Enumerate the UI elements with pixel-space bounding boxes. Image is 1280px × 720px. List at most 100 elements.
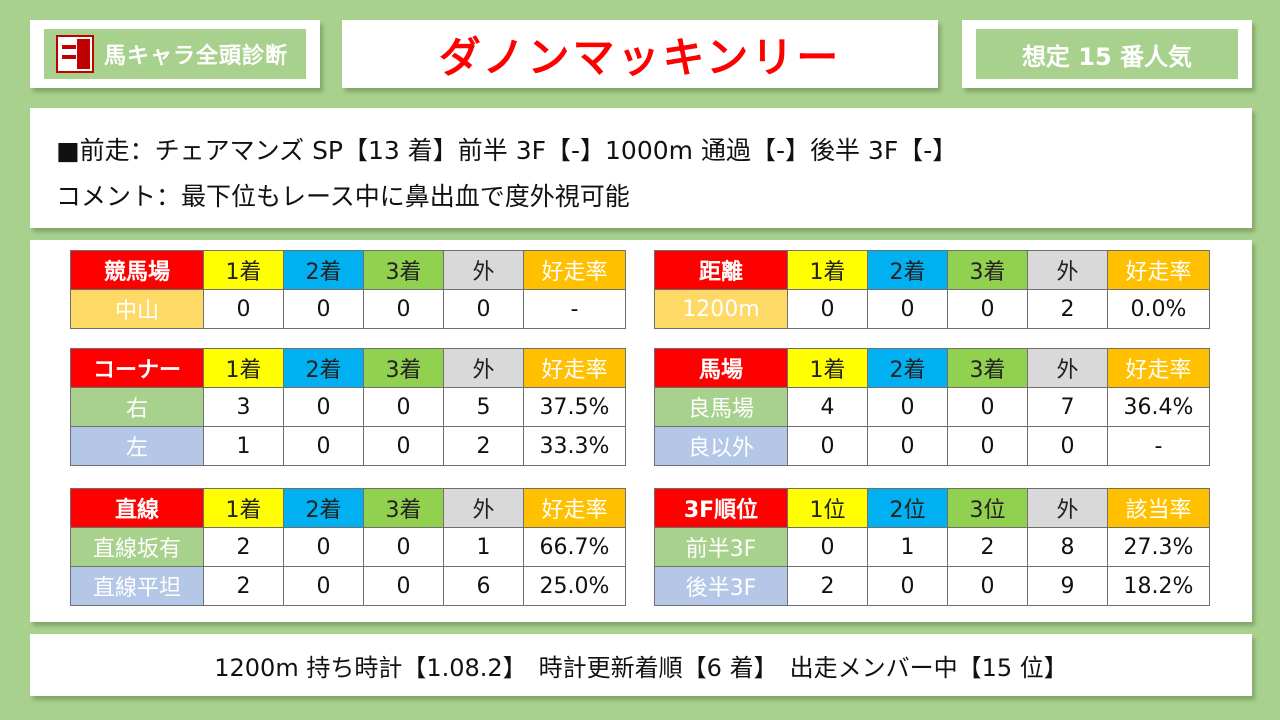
cell-out: 5 [443, 387, 524, 427]
row-label: 1200m [654, 289, 788, 329]
popularity-banner: 想定 15 番人気 [976, 29, 1238, 79]
brand-panel: 馬キャラ全頭診断 [30, 20, 320, 88]
cell-second: 0 [283, 289, 364, 329]
course-table: 競馬場 1着 2着 3着 外 好走率 中山 0 0 0 0 - [70, 250, 626, 329]
header-rate: 好走率 [523, 348, 626, 388]
table-header-row: 直線 1着 2着 3着 外 好走率 [70, 488, 626, 528]
cell-rate: 18.2% [1107, 566, 1210, 606]
header-third: 3着 [947, 348, 1028, 388]
table-row: 中山 0 0 0 0 - [70, 289, 626, 329]
header-third: 3着 [363, 348, 444, 388]
cell-out: 9 [1027, 566, 1108, 606]
cell-second: 0 [283, 527, 364, 567]
horse-name: ダノンマッキンリー [438, 32, 842, 82]
cell-second: 1 [867, 527, 948, 567]
cell-out: 1 [443, 527, 524, 567]
row-label: 直線平坦 [70, 566, 204, 606]
cell-out: 7 [1027, 387, 1108, 427]
table-header-row: 馬場 1着 2着 3着 外 好走率 [654, 348, 1210, 388]
comment-line: コメント：最下位もレース中に鼻出血で度外視可能 [56, 182, 630, 211]
cell-second: 0 [867, 387, 948, 427]
cell-second: 0 [283, 566, 364, 606]
header-third: 3着 [363, 488, 444, 528]
cell-third: 0 [363, 387, 444, 427]
header-second: 2着 [283, 348, 364, 388]
header-second: 2着 [283, 250, 364, 290]
table-row: 良馬場 4 0 0 7 36.4% [654, 387, 1210, 427]
table-row: 良以外 0 0 0 0 - [654, 426, 1210, 466]
header-first: 1着 [203, 348, 284, 388]
cell-rate: 0.0% [1107, 289, 1210, 329]
row-label: 右 [70, 387, 204, 427]
cell-third: 0 [363, 566, 444, 606]
distance-table: 距離 1着 2着 3着 外 好走率 1200m 0 0 0 2 0.0% [654, 250, 1210, 329]
corner-table: コーナー 1着 2着 3着 外 好走率 右 3 0 0 5 37.5% 左 1 … [70, 348, 626, 466]
table-row: 後半3F 2 0 0 9 18.2% [654, 566, 1210, 606]
cell-first: 4 [787, 387, 868, 427]
header-out: 外 [1027, 348, 1108, 388]
header-category: 距離 [654, 250, 788, 290]
header-third: 3位 [947, 488, 1028, 528]
header-rate: 好走率 [523, 250, 626, 290]
brand-title: 馬キャラ全頭診断 [104, 44, 289, 69]
header-out: 外 [443, 348, 524, 388]
header-category: 馬場 [654, 348, 788, 388]
cell-second: 0 [283, 387, 364, 427]
row-label: 良以外 [654, 426, 788, 466]
header-rate: 好走率 [523, 488, 626, 528]
cell-second: 0 [867, 426, 948, 466]
cell-second: 0 [283, 426, 364, 466]
header-out: 外 [443, 250, 524, 290]
cell-rate: 36.4% [1107, 387, 1210, 427]
horse-name-panel: ダノンマッキンリー [342, 20, 938, 88]
cell-third: 0 [947, 426, 1028, 466]
cell-first: 2 [203, 566, 284, 606]
table-header-row: 3F順位 1位 2位 3位 外 該当率 [654, 488, 1210, 528]
cell-out: 2 [443, 426, 524, 466]
stats-panel: 競馬場 1着 2着 3着 外 好走率 中山 0 0 0 0 - 距離 1着 2着… [30, 240, 1252, 622]
table-row: 直線平坦 2 0 0 6 25.0% [70, 566, 626, 606]
cell-rate: 33.3% [523, 426, 626, 466]
header-rate: 該当率 [1107, 488, 1210, 528]
header-second: 2位 [867, 488, 948, 528]
header-first: 1着 [787, 348, 868, 388]
row-label: 良馬場 [654, 387, 788, 427]
brand-banner: 馬キャラ全頭診断 [44, 29, 306, 79]
cell-second: 0 [867, 289, 948, 329]
header-first: 1着 [203, 250, 284, 290]
cell-third: 0 [947, 387, 1028, 427]
cell-first: 0 [787, 527, 868, 567]
header-second: 2着 [283, 488, 364, 528]
info-panel: ■前走：チェアマンズ SP【13 着】前半 3F【-】1000m 通過【-】後半… [30, 108, 1252, 228]
row-label: 直線坂有 [70, 527, 204, 567]
cell-first: 0 [203, 289, 284, 329]
footer-panel: 1200m 持ち時計【1.08.2】 時計更新着順【6 着】 出走メンバー中【1… [30, 634, 1252, 696]
cell-out: 8 [1027, 527, 1108, 567]
header-first: 1着 [787, 250, 868, 290]
header-out: 外 [443, 488, 524, 528]
header-category: 競馬場 [70, 250, 204, 290]
row-label: 左 [70, 426, 204, 466]
cell-first: 0 [787, 426, 868, 466]
cell-rate: 27.3% [1107, 527, 1210, 567]
f3-rank-table: 3F順位 1位 2位 3位 外 該当率 前半3F 0 1 2 8 27.3% 後… [654, 488, 1210, 606]
table-header-row: コーナー 1着 2着 3着 外 好走率 [70, 348, 626, 388]
header-second: 2着 [867, 348, 948, 388]
cell-second: 0 [867, 566, 948, 606]
table-row: 直線坂有 2 0 0 1 66.7% [70, 527, 626, 567]
last-race-line: ■前走：チェアマンズ SP【13 着】前半 3F【-】1000m 通過【-】後半… [56, 136, 958, 165]
header-third: 3着 [947, 250, 1028, 290]
header-category: 直線 [70, 488, 204, 528]
cell-third: 2 [947, 527, 1028, 567]
table-header-row: 競馬場 1着 2着 3着 外 好走率 [70, 250, 626, 290]
header-category: コーナー [70, 348, 204, 388]
cell-out: 0 [443, 289, 524, 329]
cell-rate: 37.5% [523, 387, 626, 427]
cell-third: 0 [363, 426, 444, 466]
cell-first: 0 [787, 289, 868, 329]
cell-third: 0 [947, 289, 1028, 329]
table-row: 前半3F 0 1 2 8 27.3% [654, 527, 1210, 567]
straight-table: 直線 1着 2着 3着 外 好走率 直線坂有 2 0 0 1 66.7% 直線平… [70, 488, 626, 606]
cell-rate: 25.0% [523, 566, 626, 606]
header-category: 3F順位 [654, 488, 788, 528]
